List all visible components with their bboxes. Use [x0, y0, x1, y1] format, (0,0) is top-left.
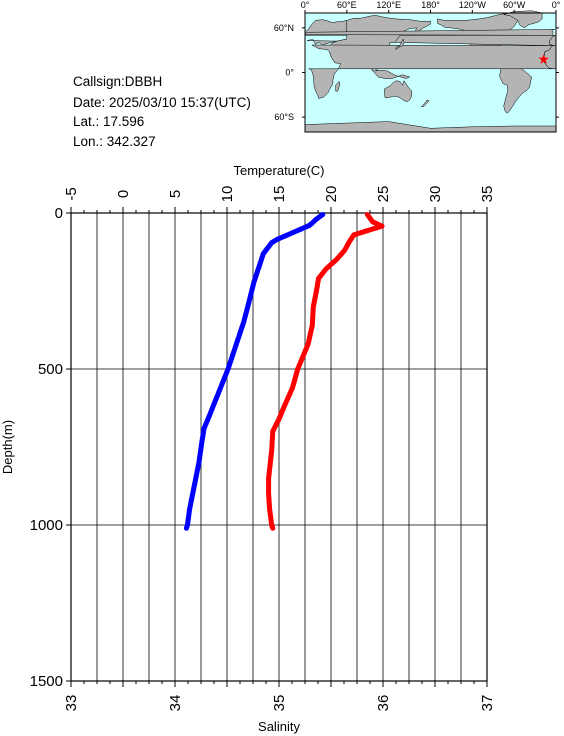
- temperature-point: [183, 525, 190, 531]
- depth-tick-label: 1000: [30, 517, 63, 534]
- temperature-tick-label: 30: [427, 186, 444, 203]
- date-label: Date: 2025/03/10 15:37(UTC): [73, 95, 251, 110]
- map-landmasses: [304, 10, 557, 133]
- map-lat-label: 0°: [285, 68, 294, 78]
- salinity-tick-label: 37: [479, 695, 496, 712]
- map-land-indonesia: [371, 68, 411, 79]
- salinity-series: [266, 211, 385, 531]
- map-land-australia: [384, 80, 412, 102]
- series-layer: [183, 211, 385, 531]
- depth-tick-label: 500: [38, 361, 63, 378]
- temperature-profile-line: [185, 214, 323, 529]
- temperature-series: [183, 211, 326, 531]
- temperature-tick-label: 10: [219, 186, 236, 203]
- temperature-tick-label: 15: [271, 186, 288, 203]
- depth-tick-label: 1500: [30, 673, 63, 690]
- location-map: 0° 60°E 120°E 180° 120°W 60°W 0° 60°N 0° 60°S: [274, 0, 561, 133]
- map-lon-label: 60°E: [337, 0, 357, 10]
- map-land-africa: [308, 44, 554, 99]
- latitude-label: Lat.: 17.596: [73, 114, 144, 129]
- chart-grid: [70, 213, 488, 681]
- station-star-icon: [538, 53, 549, 64]
- map-land-greenland: [503, 10, 543, 29]
- map-land-britain: [304, 29, 555, 36]
- map-land-new-zealand: [420, 99, 430, 107]
- depth-tick-label: 0: [55, 205, 63, 222]
- temperature-tick-label: 0: [115, 190, 132, 198]
- map-lat-label: 60°S: [274, 112, 294, 122]
- temperature-axis-title: Temperature(C): [233, 163, 324, 178]
- map-ticks: 0° 60°E 120°E 180° 120°W 60°W 0° 60°N 0° 60°S: [274, 0, 561, 122]
- longitude-label: Lon.: 342.327: [73, 134, 156, 149]
- salinity-tick-label: 34: [167, 695, 184, 712]
- map-lat-label: 60°N: [274, 23, 294, 33]
- salinity-profile-line: [268, 214, 384, 529]
- callsign-label: Callsign:DBBH: [73, 74, 162, 89]
- temperature-tick-label: -5: [63, 187, 80, 200]
- salinity-tick-label: 36: [375, 695, 392, 712]
- map-lon-label: 0°: [552, 0, 561, 10]
- map-lon-label: 180°: [421, 0, 440, 10]
- salinity-tick-label: 33: [63, 695, 80, 712]
- temperature-tick-label: 5: [167, 190, 184, 198]
- map-lon-label: 0°: [301, 0, 310, 10]
- salinity-point: [270, 525, 276, 531]
- station-marker-icon: [538, 53, 549, 64]
- map-land-japan: [395, 38, 405, 50]
- map-lon-label: 120°W: [459, 0, 487, 10]
- salinity-tick-label: 35: [271, 695, 288, 712]
- map-lon-label: 120°E: [376, 0, 401, 10]
- depth-axis-title: Depth(m): [0, 420, 15, 474]
- salinity-axis-title: Salinity: [258, 719, 300, 734]
- temperature-tick-label: 25: [375, 186, 392, 203]
- temperature-tick-label: 20: [323, 186, 340, 203]
- map-land-madagascar: [335, 80, 341, 92]
- map-lon-label: 60°W: [503, 0, 526, 10]
- temperature-tick-label: 35: [479, 186, 496, 203]
